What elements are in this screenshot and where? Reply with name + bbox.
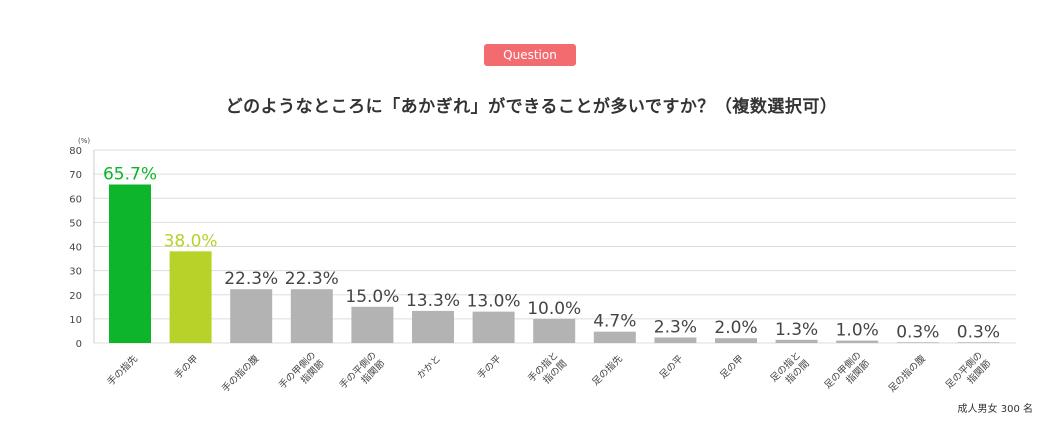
x-tick-label: 手の指と指の間 [525, 349, 569, 393]
x-tick-label-line: 手の指先 [105, 352, 141, 388]
y-tick-label: 80 [69, 146, 82, 157]
x-tick-label: 足の平 [658, 353, 686, 381]
data-label: 13.0% [467, 292, 521, 312]
data-label: 2.0% [714, 318, 757, 338]
x-tick-label-line: 足の平 [658, 353, 686, 381]
x-tick-label: 足の平側の指関節 [943, 349, 994, 400]
data-label: 38.0% [164, 231, 218, 251]
bar [533, 318, 576, 343]
data-label: 13.3% [406, 291, 460, 311]
x-tick-label: かかと [415, 353, 443, 381]
x-tick-label: 手の平 [475, 352, 504, 381]
bar [351, 306, 394, 343]
bar [472, 311, 515, 343]
bar [230, 289, 273, 343]
bar [593, 331, 636, 343]
x-tick-label-line: 手の平 [475, 352, 504, 381]
x-tick-label-line: 手の甲 [172, 353, 201, 382]
x-tick-label: 手の指先 [105, 352, 141, 388]
y-tick-label: 30 [69, 267, 82, 278]
bar [715, 338, 757, 343]
x-tick-label-line: 足の指の腹 [886, 352, 928, 394]
data-label: 22.3% [224, 269, 278, 289]
data-label: 10.0% [527, 299, 581, 319]
x-tick-label: 手の甲側の指関節 [276, 349, 327, 400]
bar [836, 340, 879, 343]
x-tick-label: 足の甲側の指関節 [822, 349, 873, 400]
bar [412, 310, 454, 343]
data-label: 0.3% [896, 322, 939, 342]
bar [654, 337, 697, 343]
bar [957, 342, 1000, 343]
x-tick-label-line: 足の甲 [718, 353, 746, 381]
x-tick-label-line: かかと [415, 353, 443, 381]
y-tick-label: 70 [69, 170, 82, 181]
bar [169, 251, 212, 343]
x-tick-label: 手の指の腹 [219, 352, 261, 394]
chart-title: どのようなところに「あかぎれ」ができることが多いですか？（複数選択可） [225, 97, 838, 117]
x-tick-label: 手の平側の指関節 [337, 349, 388, 400]
x-tick-label: 足の甲 [718, 353, 746, 381]
data-label: 22.3% [285, 269, 339, 289]
x-tick-label: 足の指先 [590, 352, 626, 388]
y-tick-label: 40 [69, 243, 82, 254]
y-tick-label: 50 [69, 218, 82, 229]
y-tick-label: 60 [69, 194, 82, 205]
data-label: 1.0% [836, 321, 879, 341]
y-tick-label: 20 [69, 291, 82, 302]
bar [775, 339, 818, 343]
data-label: 4.7% [593, 312, 636, 332]
x-tick-label: 足の指と指の間 [768, 349, 812, 393]
bar [896, 342, 939, 343]
data-label: 0.3% [957, 322, 1000, 342]
x-tick-label: 手の甲 [172, 353, 201, 382]
question-badge: Question [484, 44, 576, 66]
x-tick-label: 足の指の腹 [886, 352, 928, 394]
data-label: 15.0% [345, 287, 399, 307]
bar [109, 184, 151, 343]
x-tick-label-line: 手の指の腹 [219, 352, 261, 394]
sample-size-note: 成人男女 300 名 [957, 404, 1033, 415]
data-label: 1.3% [775, 320, 818, 340]
y-tick-label: 10 [69, 315, 82, 326]
y-unit-label: (%) [78, 137, 90, 145]
bar [290, 289, 333, 343]
y-tick-label: 0 [76, 339, 82, 350]
data-label: 65.7% [103, 164, 157, 184]
data-label: 2.3% [654, 317, 697, 337]
x-tick-label-line: 足の指先 [590, 352, 626, 388]
